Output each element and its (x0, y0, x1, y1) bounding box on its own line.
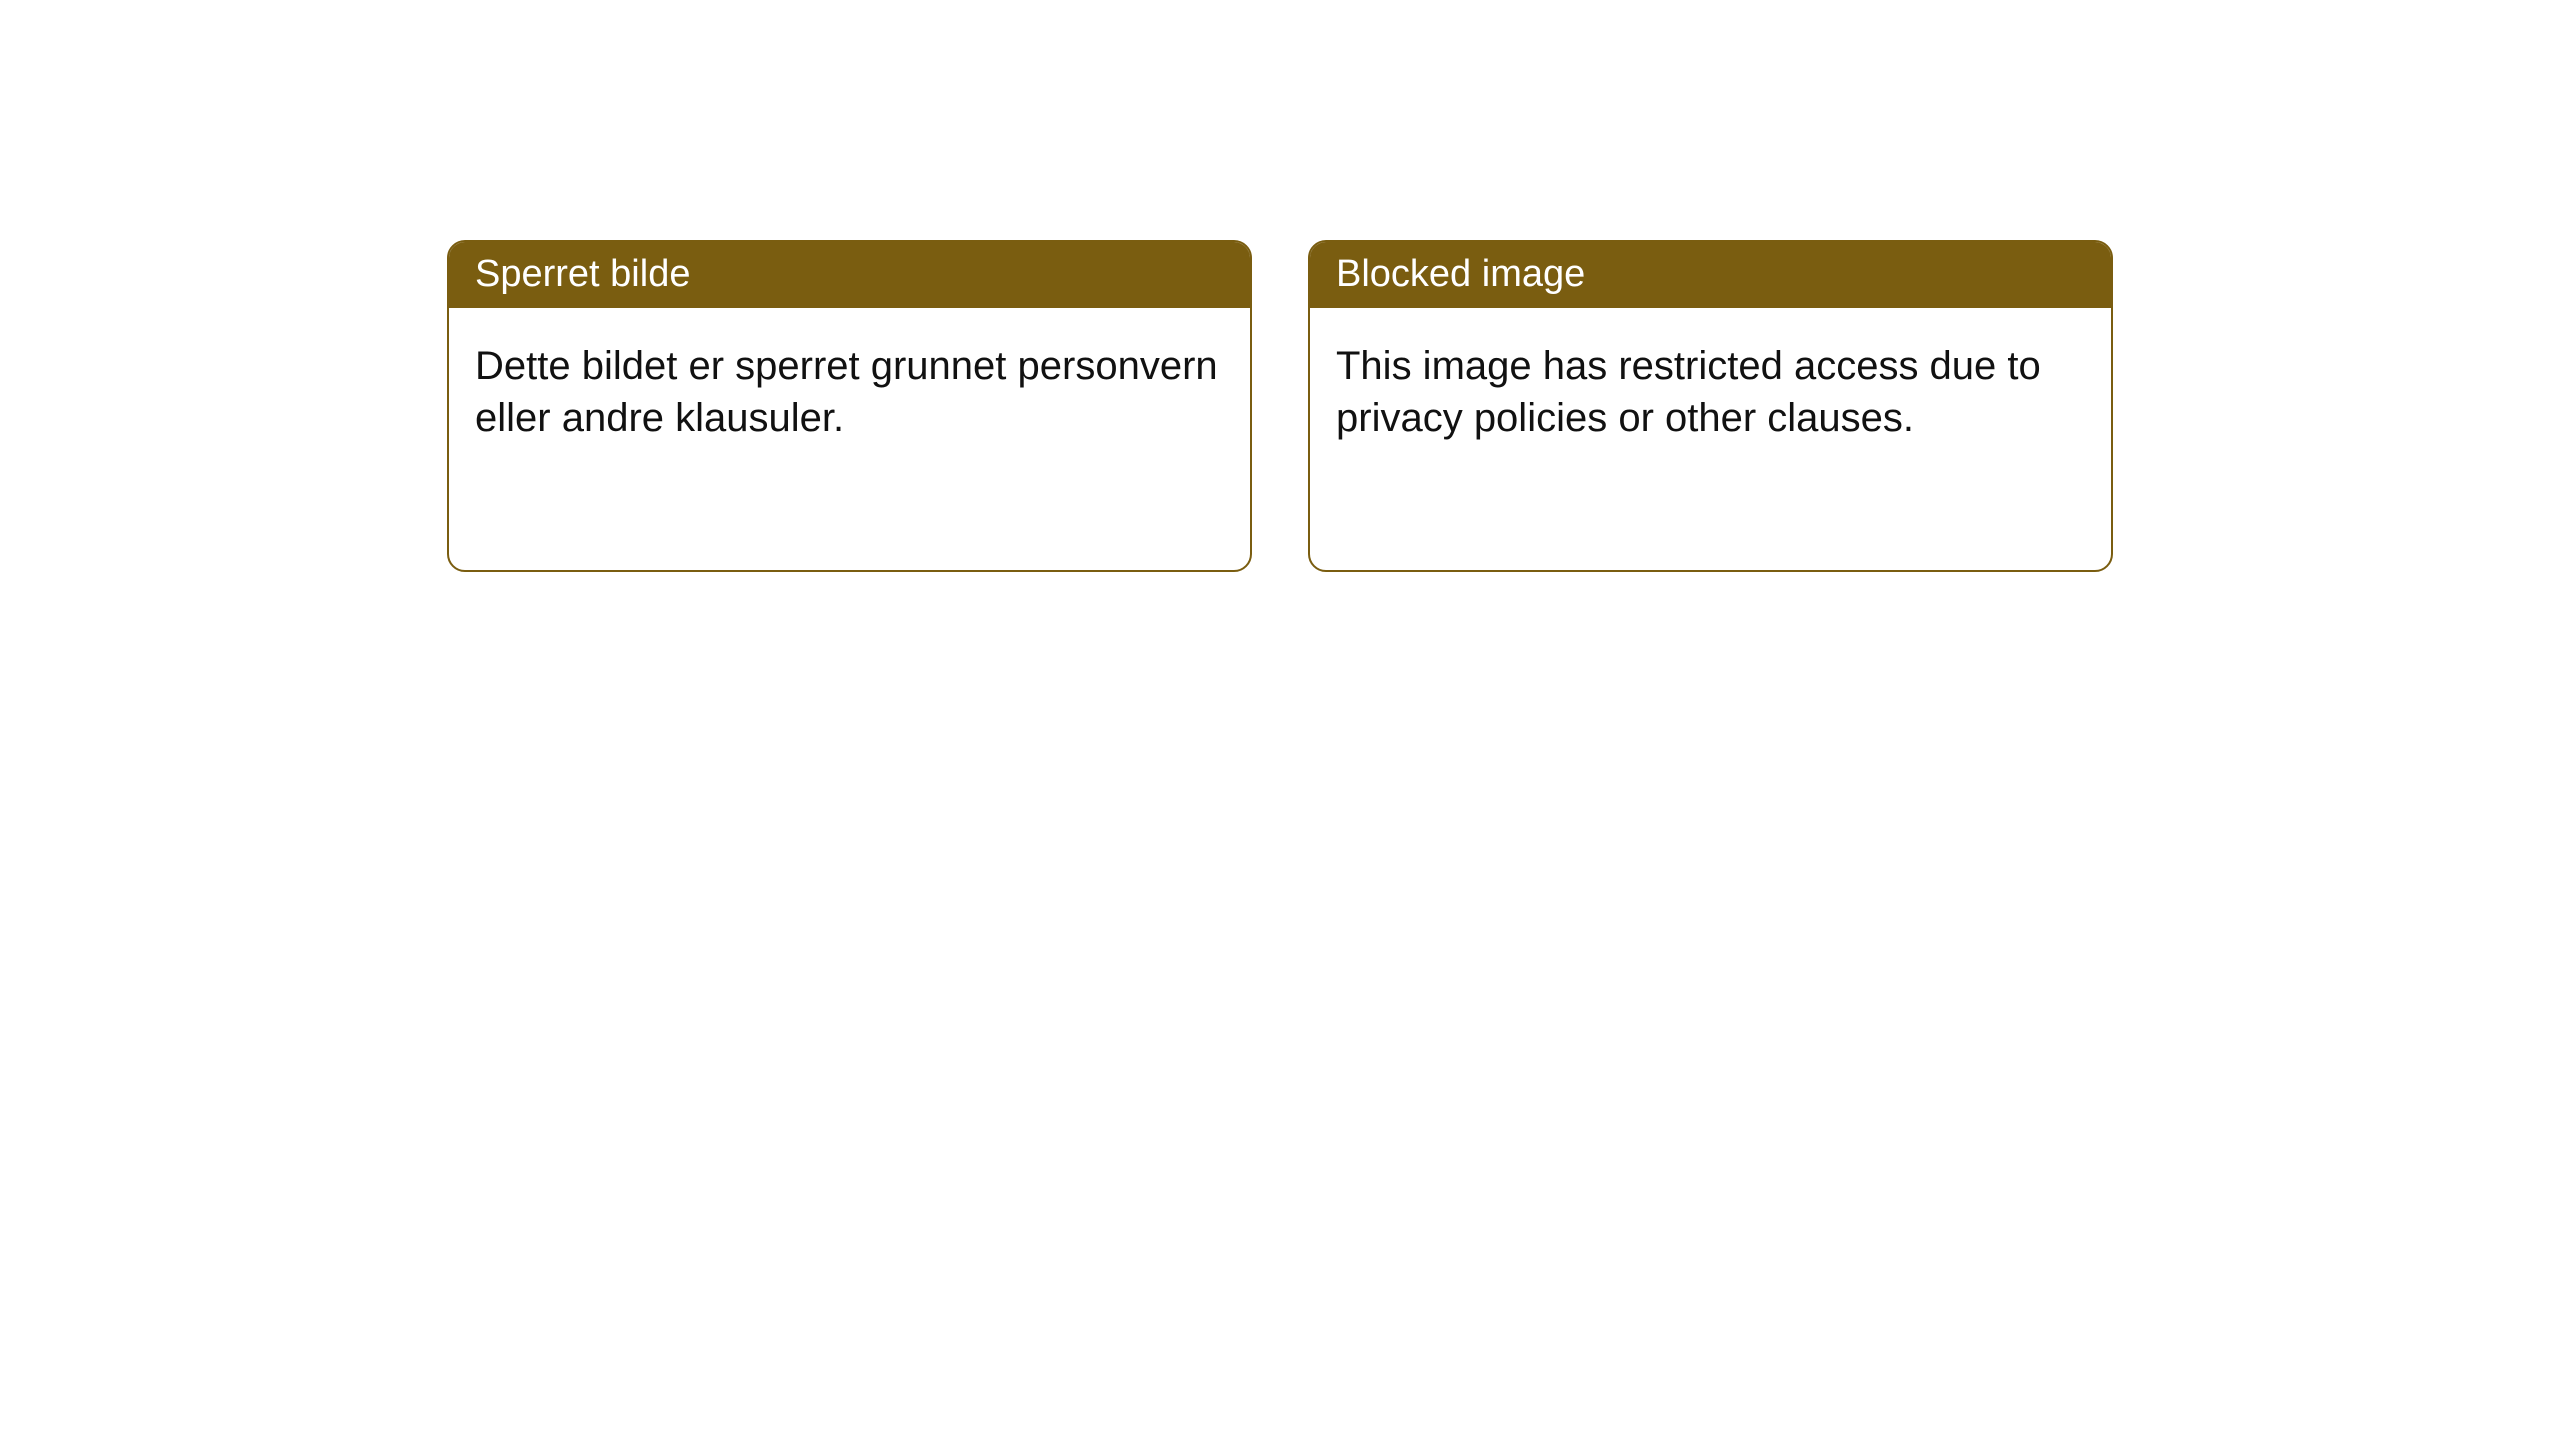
notice-container: Sperret bilde Dette bildet er sperret gr… (447, 240, 2113, 572)
notice-body: Dette bildet er sperret grunnet personve… (449, 308, 1250, 476)
notice-box-norwegian: Sperret bilde Dette bildet er sperret gr… (447, 240, 1252, 572)
notice-header: Blocked image (1310, 242, 2111, 308)
notice-body: This image has restricted access due to … (1310, 308, 2111, 476)
notice-header: Sperret bilde (449, 242, 1250, 308)
notice-box-english: Blocked image This image has restricted … (1308, 240, 2113, 572)
